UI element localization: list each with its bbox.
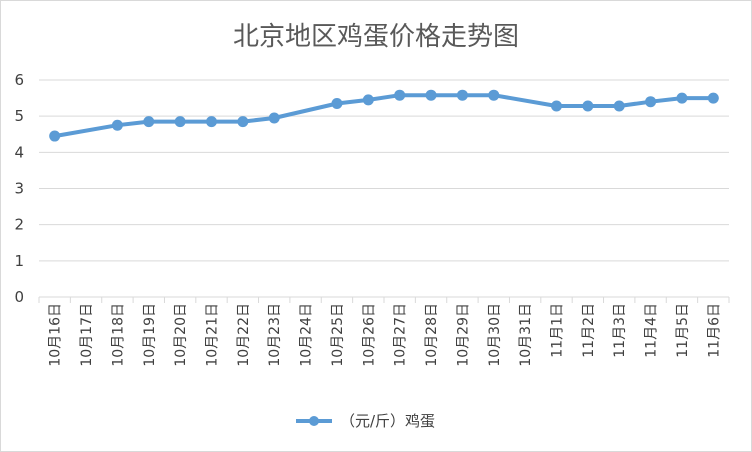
- x-tick-label: 10月28日: [424, 303, 440, 367]
- x-tick-label: 10月21日: [205, 303, 221, 367]
- data-point: [676, 92, 688, 104]
- x-tick-label: 11月4日: [644, 303, 660, 358]
- x-tick-label: 11月1日: [550, 303, 566, 358]
- data-point: [174, 116, 186, 128]
- x-tick-label: 10月26日: [361, 303, 377, 367]
- legend-point-marker: [309, 416, 319, 426]
- grid-layer: [38, 79, 730, 303]
- x-tick-label: 10月25日: [330, 303, 346, 367]
- x-tick-label: 11月2日: [581, 303, 597, 358]
- data-point: [206, 116, 217, 128]
- x-tick-label: 10月16日: [48, 303, 64, 367]
- x-tick-label: 10月29日: [455, 303, 471, 367]
- y-tick-label: 6: [14, 71, 24, 89]
- y-tick-label: 0: [14, 288, 24, 306]
- data-point: [143, 116, 155, 128]
- y-tick-label: 5: [14, 107, 24, 125]
- data-point: [551, 100, 562, 112]
- legend-label: （元/斤）鸡蛋: [340, 412, 435, 430]
- x-tick-label: 10月31日: [518, 303, 534, 367]
- data-point: [425, 89, 437, 101]
- data-point: [237, 116, 249, 128]
- x-tick-label: 10月18日: [110, 303, 126, 367]
- legend: （元/斤）鸡蛋: [296, 412, 435, 430]
- data-point: [456, 89, 468, 101]
- y-tick-label: 3: [14, 180, 24, 198]
- y-tick-label: 1: [14, 252, 24, 270]
- data-point: [49, 130, 61, 142]
- x-tick-label: 10月22日: [236, 303, 252, 367]
- data-point: [707, 92, 719, 104]
- x-axis-ticks: 10月16日 10月17日 10月18日 10月19日 10月20日 10月21日 10月2…: [48, 303, 723, 367]
- chart-title: 北京地区鸡蛋价格走势图: [233, 22, 519, 52]
- x-tick-label: 10月20日: [173, 303, 189, 367]
- y-tick-label: 4: [14, 143, 24, 161]
- series-layer: [49, 89, 719, 142]
- data-point: [268, 112, 280, 124]
- x-tick-label: 10月17日: [79, 303, 95, 367]
- x-tick-label: 11月3日: [612, 303, 628, 358]
- data-point: [394, 89, 406, 101]
- y-axis-ticks: 0 1 2 3 4 5 6: [14, 71, 24, 306]
- x-tick-label: 10月23日: [267, 303, 283, 367]
- data-point: [362, 94, 374, 106]
- x-tick-label: 10月27日: [393, 303, 409, 367]
- x-tick-label: 11月6日: [706, 303, 722, 358]
- x-tick-label: 10月30日: [487, 303, 503, 367]
- x-tick-label: 10月19日: [142, 303, 158, 367]
- data-point: [488, 89, 500, 101]
- series-line: [54, 93, 714, 139]
- y-tick-label: 2: [14, 216, 24, 234]
- data-point: [331, 98, 343, 110]
- data-point: [645, 96, 657, 108]
- data-point: [613, 100, 625, 112]
- x-tick-label: 10月24日: [299, 303, 315, 367]
- x-tick-label: 11月5日: [675, 303, 691, 358]
- data-point: [111, 119, 123, 131]
- data-point: [582, 100, 594, 112]
